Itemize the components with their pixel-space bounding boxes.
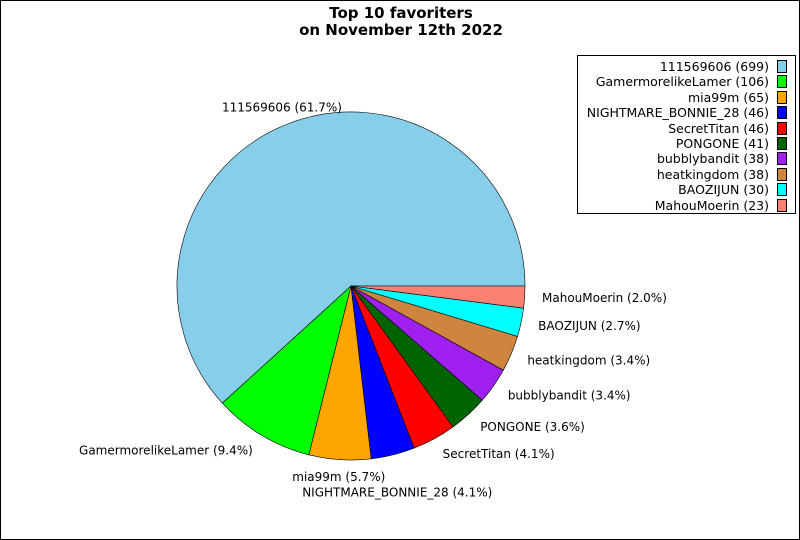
legend-swatch [777, 106, 787, 120]
legend-swatch [777, 167, 787, 181]
slice-label: 111569606 (61.7%) [222, 100, 342, 114]
legend-item: bubblybandit (38) [657, 151, 787, 166]
legend-item: heatkingdom (38) [657, 167, 787, 182]
legend-swatch [777, 152, 787, 166]
legend-swatch [777, 198, 787, 212]
legend-label: PONGONE (41) [675, 136, 769, 151]
legend-label: heatkingdom (38) [656, 166, 769, 182]
legend-item: BAOZIJUN (30) [678, 182, 787, 197]
slice-label: MahouMoerin (2.0%) [542, 291, 667, 305]
legend-swatch [777, 137, 787, 150]
legend-item: GamermorelikeLamer (106) [596, 74, 787, 89]
legend-item: NIGHTMARE_BONNIE_28 (46) [587, 105, 787, 120]
chart-title-line-2: on November 12th 2022 [299, 21, 503, 39]
legend-label: 111569606 (699) [659, 59, 769, 74]
pie-slice-GamermorelikeLamer [221, 285, 352, 456]
legend-label: GamermorelikeLamer (106) [595, 74, 769, 90]
legend-item: MahouMoerin (23) [655, 198, 787, 213]
slice-label: GamermorelikeLamer (9.4%) [79, 443, 253, 457]
slice-label: mia99m (5.7%) [292, 470, 385, 484]
slice-label: bubblybandit (3.4%) [508, 389, 631, 403]
legend: 111569606 (699) GamermorelikeLamer (106) m… [577, 55, 796, 214]
legend-swatch [777, 75, 787, 89]
legend-swatch [777, 90, 787, 104]
legend-swatch [777, 60, 787, 73]
legend-item: SecretTitan (46) [668, 121, 787, 136]
pie-slice-MahouMoerin [350, 285, 526, 309]
slice-label: NIGHTMARE_BONNIE_28 (4.1%) [302, 486, 492, 500]
legend-label: BAOZIJUN (30) [678, 182, 769, 198]
legend-label: bubblybandit (38) [656, 151, 769, 167]
legend-item: PONGONE (41) [676, 136, 787, 151]
pie-slice-111569606 [176, 111, 526, 404]
legend-swatch [777, 183, 787, 197]
legend-swatch [777, 121, 787, 135]
slice-label: SecretTitan (4.1%) [443, 447, 555, 461]
legend-item: mia99m (65) [688, 90, 787, 105]
legend-label: mia99m (65) [687, 89, 769, 105]
slice-label: PONGONE (3.6%) [480, 420, 585, 434]
legend-item: 111569606 (699) [660, 59, 787, 74]
chart-title-line-1: Top 10 favoriters [329, 4, 473, 22]
legend-label: NIGHTMARE_BONNIE_28 (46) [586, 105, 769, 121]
slice-label: heatkingdom (3.4%) [527, 353, 650, 367]
legend-label: SecretTitan (46) [668, 120, 769, 136]
slice-label: BAOZIJUN (2.7%) [538, 319, 640, 333]
legend-label: MahouMoerin (23) [654, 197, 769, 213]
